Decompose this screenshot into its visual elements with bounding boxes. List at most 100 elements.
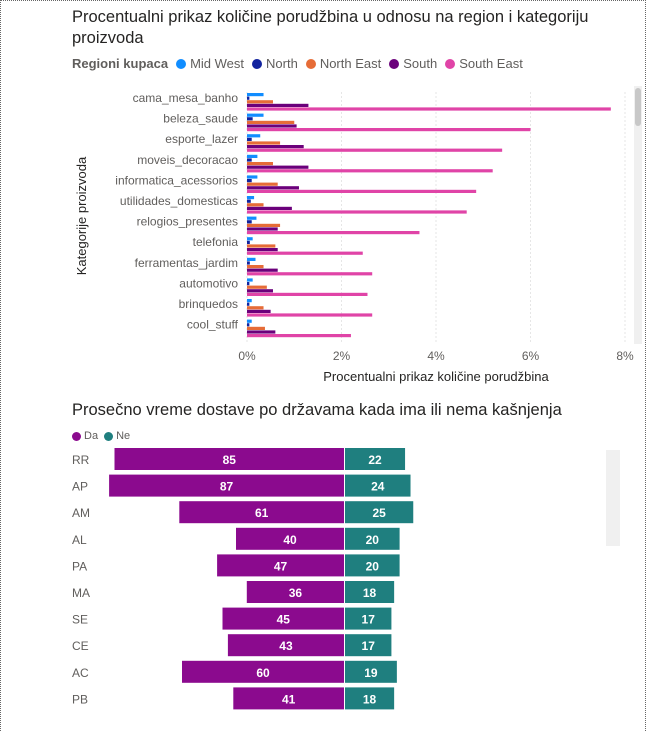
- bar[interactable]: [247, 137, 252, 141]
- bar[interactable]: [247, 268, 278, 272]
- data-label: 40: [283, 533, 297, 547]
- bar[interactable]: [247, 186, 299, 190]
- bar[interactable]: [247, 96, 250, 100]
- bar-da[interactable]: [109, 474, 344, 497]
- bar-da[interactable]: [246, 581, 344, 603]
- bar[interactable]: [247, 282, 250, 286]
- bar[interactable]: [247, 206, 292, 210]
- bar-da[interactable]: [217, 554, 344, 577]
- bar-da[interactable]: [227, 634, 344, 657]
- bar-da[interactable]: [182, 660, 344, 683]
- bar-ne[interactable]: [345, 448, 406, 470]
- legend-item[interactable]: Ne: [104, 430, 130, 442]
- bar[interactable]: [247, 169, 493, 173]
- bar[interactable]: [247, 196, 255, 200]
- bar[interactable]: [247, 313, 373, 317]
- bar[interactable]: [247, 319, 252, 323]
- legend-item[interactable]: North East: [305, 56, 382, 71]
- bar[interactable]: [247, 216, 257, 220]
- bar[interactable]: [247, 306, 264, 310]
- bar[interactable]: [247, 330, 276, 334]
- bar[interactable]: [247, 100, 273, 104]
- bar[interactable]: [247, 265, 264, 269]
- legend-item[interactable]: Mid West: [176, 56, 244, 71]
- bar-ne[interactable]: [345, 581, 395, 603]
- bar[interactable]: [247, 117, 253, 121]
- bar[interactable]: [247, 103, 309, 107]
- data-label: 17: [362, 613, 376, 627]
- bar[interactable]: [247, 145, 304, 149]
- bar[interactable]: [247, 272, 373, 276]
- bar[interactable]: [247, 134, 261, 138]
- bar[interactable]: [247, 326, 265, 330]
- bar[interactable]: [247, 240, 250, 244]
- bar[interactable]: [247, 251, 363, 255]
- bar-ne[interactable]: [345, 554, 400, 577]
- legend-item[interactable]: South East: [445, 56, 523, 71]
- bar[interactable]: [247, 175, 258, 179]
- legend-label: North East: [319, 56, 382, 71]
- orders-by-region-chart[interactable]: Procentualni prikaz količine porudžbina …: [0, 0, 646, 390]
- bar[interactable]: [247, 165, 309, 169]
- bar[interactable]: [247, 189, 477, 193]
- bar[interactable]: [247, 128, 531, 132]
- bar[interactable]: [247, 154, 258, 158]
- x-tick-label: 4%: [427, 349, 445, 363]
- bar-ne[interactable]: [345, 687, 395, 710]
- bar-da[interactable]: [236, 527, 344, 550]
- bar[interactable]: [247, 203, 264, 207]
- bar[interactable]: [247, 107, 611, 111]
- bar-ne[interactable]: [345, 501, 414, 524]
- bar[interactable]: [247, 120, 295, 124]
- bar[interactable]: [247, 227, 278, 231]
- y-tick-label: esporte_lazer: [165, 132, 238, 146]
- y-tick-label: SE: [72, 613, 88, 627]
- delivery-time-chart[interactable]: Prosečno vreme dostave po državama kada …: [0, 392, 646, 732]
- legend-item[interactable]: North: [252, 56, 298, 71]
- bar[interactable]: [247, 124, 297, 128]
- bar[interactable]: [247, 299, 252, 303]
- chart-scrollbar[interactable]: [606, 450, 620, 546]
- legend-item[interactable]: South: [389, 56, 437, 71]
- bar[interactable]: [247, 210, 467, 214]
- bar[interactable]: [247, 220, 252, 224]
- bar[interactable]: [247, 113, 264, 117]
- bar-da[interactable]: [233, 687, 344, 710]
- bar-ne[interactable]: [345, 634, 392, 657]
- bar[interactable]: [247, 334, 351, 338]
- bar[interactable]: [247, 179, 252, 183]
- bar[interactable]: [247, 248, 278, 252]
- bar[interactable]: [247, 261, 250, 265]
- bar-da[interactable]: [222, 607, 345, 630]
- bar[interactable]: [247, 158, 252, 162]
- bar[interactable]: [247, 285, 267, 289]
- bar[interactable]: [247, 93, 264, 97]
- bar[interactable]: [247, 141, 281, 145]
- bar[interactable]: [247, 148, 503, 152]
- bar[interactable]: [247, 309, 271, 313]
- bar[interactable]: [247, 244, 276, 248]
- bar-ne[interactable]: [345, 527, 400, 550]
- bar-da[interactable]: [114, 448, 345, 470]
- bar[interactable]: [247, 323, 250, 327]
- bar-ne[interactable]: [345, 660, 397, 683]
- bar[interactable]: [247, 278, 253, 282]
- bar[interactable]: [247, 199, 251, 203]
- bar[interactable]: [247, 302, 250, 306]
- bar[interactable]: [247, 292, 368, 296]
- bar[interactable]: [247, 162, 273, 166]
- chart-scrollbar[interactable]: [634, 86, 642, 344]
- bar-da[interactable]: [179, 501, 344, 524]
- bar[interactable]: [247, 231, 420, 235]
- bar[interactable]: [247, 257, 256, 261]
- data-label: 61: [255, 506, 269, 520]
- bar[interactable]: [247, 237, 253, 241]
- bar[interactable]: [247, 289, 273, 293]
- bar-ne[interactable]: [345, 474, 411, 497]
- scrollbar-thumb[interactable]: [635, 88, 641, 126]
- bar-ne[interactable]: [345, 607, 392, 630]
- bar[interactable]: [247, 223, 281, 227]
- y-tick-label: relogios_presentes: [137, 215, 238, 229]
- legend-item[interactable]: Da: [72, 430, 98, 442]
- bar[interactable]: [247, 182, 278, 186]
